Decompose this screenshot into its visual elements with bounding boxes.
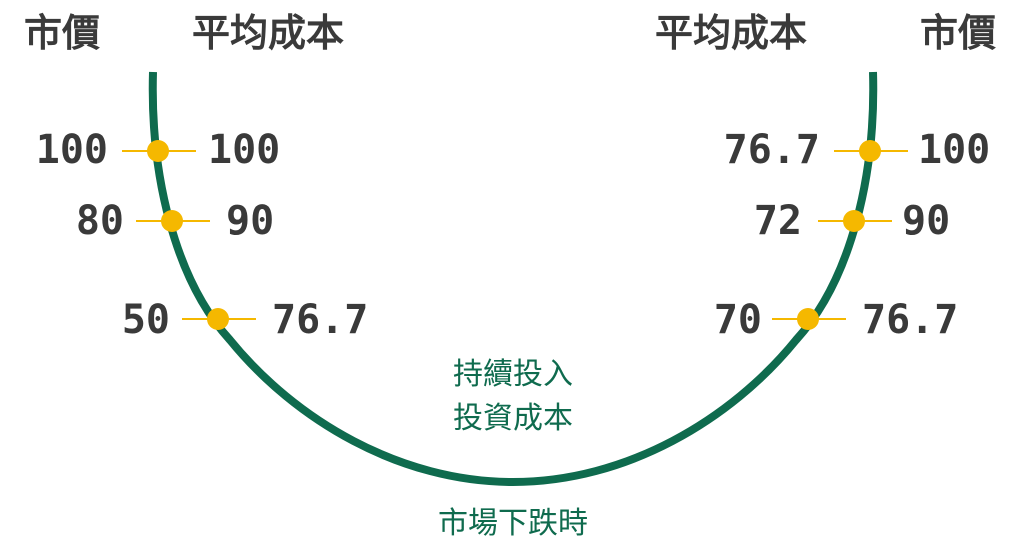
market-decline-curve [148, 71, 878, 487]
right-point-2: 72 90 [754, 198, 950, 244]
right-point-1-market-price: 100 [918, 127, 990, 173]
right-point-3: 70 76.7 [714, 297, 959, 343]
left-average-cost-header: 平均成本 [192, 11, 344, 55]
left-market-price-header: 市價 [24, 11, 100, 55]
right-point-2-average-cost: 72 [754, 198, 802, 244]
inner-caption-line-1: 持續投入 [453, 357, 573, 392]
right-point-3-average-cost: 70 [714, 297, 762, 343]
left-point-1: 100 100 [36, 127, 281, 173]
right-point-3-market-price: 76.7 [862, 297, 958, 343]
inner-caption-line-2: 投資成本 [453, 401, 573, 436]
left-point-2: 80 90 [76, 198, 274, 244]
right-average-cost-header: 平均成本 [655, 11, 807, 55]
left-point-3: 50 76.7 [122, 297, 369, 343]
left-point-1-marker [147, 140, 169, 162]
right-point-2-marker [843, 210, 865, 232]
left-point-1-average-cost: 100 [208, 127, 280, 173]
right-point-1-marker [859, 140, 881, 162]
right-point-3-marker [797, 308, 819, 330]
left-point-3-average-cost: 76.7 [272, 297, 368, 343]
left-point-2-market-price: 80 [76, 198, 124, 244]
left-point-2-average-cost: 90 [226, 198, 274, 244]
bottom-caption: 市場下跌時 [438, 506, 588, 541]
right-point-1: 76.7 100 [724, 127, 991, 173]
left-point-1-market-price: 100 [36, 127, 108, 173]
left-point-3-market-price: 50 [122, 297, 170, 343]
left-point-2-marker [161, 210, 183, 232]
right-market-price-header: 市價 [920, 11, 996, 55]
right-point-2-market-price: 90 [902, 198, 950, 244]
right-point-1-average-cost: 76.7 [724, 127, 820, 173]
left-point-3-marker [207, 308, 229, 330]
